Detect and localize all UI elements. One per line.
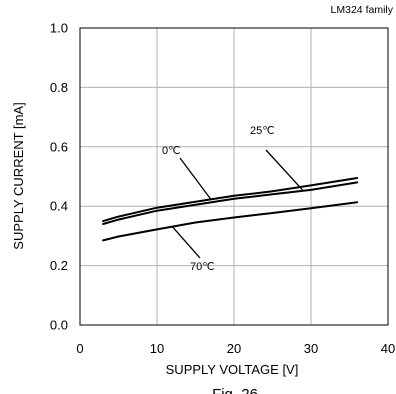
series-line-70c	[102, 201, 359, 242]
series-label-25c: 25℃	[250, 125, 275, 137]
series-lines	[102, 177, 359, 242]
figure-caption: Fig. 26	[212, 386, 258, 394]
series-line-0c	[102, 177, 359, 223]
y-axis-label: SUPPLY CURRENT [mA]	[11, 102, 26, 249]
leader-25c	[265, 149, 304, 192]
y-tick-label: 0.6	[50, 139, 68, 154]
leader-70c	[171, 226, 201, 259]
y-tick-label: 0.4	[50, 199, 68, 214]
x-tick-label: 10	[150, 341, 164, 356]
y-tick-label: 0.0	[50, 318, 68, 333]
annotation-leaders	[171, 149, 304, 259]
y-tick-label: 0.8	[50, 80, 68, 95]
series-label-0c: 0℃	[162, 145, 180, 157]
y-tick-label: 1.0	[50, 21, 68, 36]
plot-frame	[79, 27, 389, 326]
x-tick-label: 0	[76, 341, 83, 356]
series-label-70c: 70℃	[190, 261, 215, 273]
grid-lines	[80, 28, 388, 325]
series-line-25c	[102, 181, 359, 225]
x-tick-label: 20	[227, 341, 241, 356]
y-tick-label: 0.2	[50, 258, 68, 273]
x-axis-label: SUPPLY VOLTAGE [V]	[166, 362, 299, 377]
x-tick-label: 30	[304, 341, 318, 356]
chart-title: LM324 family	[331, 4, 394, 16]
leader-0c	[179, 157, 212, 200]
x-tick-labels: 0 10 20 30 40	[76, 341, 395, 356]
y-tick-labels: 0.0 0.2 0.4 0.6 0.8 1.0	[50, 21, 68, 333]
x-tick-label: 40	[381, 341, 395, 356]
